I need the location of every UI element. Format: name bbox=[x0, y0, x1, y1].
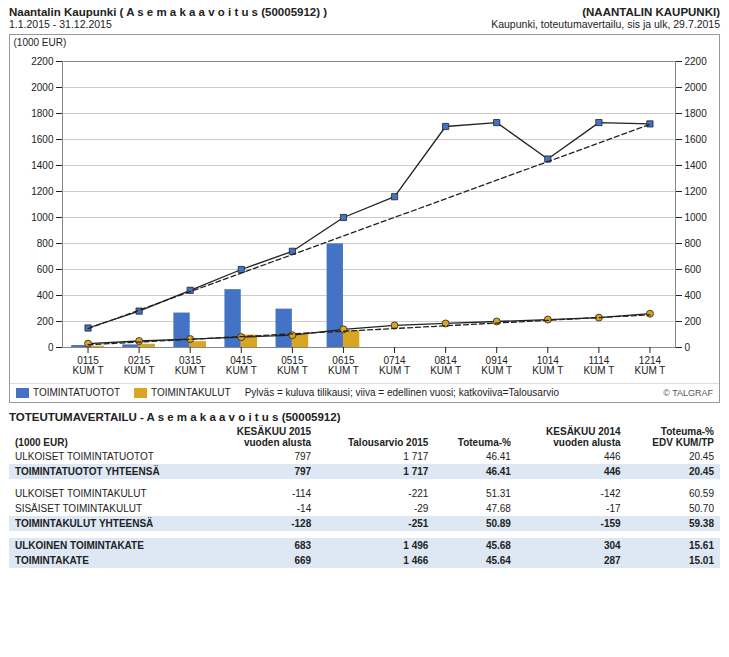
svg-text:1800: 1800 bbox=[31, 108, 54, 119]
html-text:50.70: 50.70 bbox=[689, 503, 714, 514]
html-text:Pylväs = kuluva tilikausi; vii: Pylväs = kuluva tilikausi; viiva = edell… bbox=[244, 387, 559, 398]
html-text:446: 446 bbox=[603, 451, 621, 462]
svg-text:800: 800 bbox=[37, 238, 54, 249]
html-text:45.64: 45.64 bbox=[485, 555, 511, 566]
html-text:304: 304 bbox=[603, 540, 621, 551]
svg-text:1000: 1000 bbox=[685, 212, 708, 223]
html-text:TOIMINTATUOTOT: TOIMINTATUOTOT bbox=[33, 387, 120, 398]
html-text:TOTEUTUMAVERTAILU - A s e m a: TOTEUTUMAVERTAILU - A s e m a k a a v o … bbox=[9, 411, 341, 423]
svg-text:0515KUM T: 0515KUM T bbox=[277, 355, 308, 376]
html-text:1 496: 1 496 bbox=[403, 540, 429, 551]
html-text:-29: -29 bbox=[413, 503, 429, 514]
svg-text:2000: 2000 bbox=[685, 82, 708, 93]
html-text:(NAANTALIN KAUPUNKI): (NAANTALIN KAUPUNKI) bbox=[582, 6, 720, 18]
svg-text:400: 400 bbox=[37, 290, 54, 301]
svg-text:0914KUM T: 0914KUM T bbox=[481, 355, 512, 376]
svg-text:0714KUM T: 0714KUM T bbox=[379, 355, 410, 376]
html-text:Toteuma-%: Toteuma-% bbox=[660, 426, 714, 437]
html-text:59.38: 59.38 bbox=[689, 518, 714, 529]
html-text:TOIMINTAKULUT YHTEENSÄ: TOIMINTAKULUT YHTEENSÄ bbox=[15, 518, 154, 529]
html-text:KESÄKUU 2014: KESÄKUU 2014 bbox=[546, 426, 621, 437]
html-text:KESÄKUU 2015: KESÄKUU 2015 bbox=[236, 426, 312, 437]
html-text:1.1.2015 - 31.12.2015: 1.1.2015 - 31.12.2015 bbox=[9, 18, 112, 30]
html-text:46.41: 46.41 bbox=[485, 451, 511, 462]
html-text:47.68: 47.68 bbox=[485, 503, 511, 514]
html-text:45.68: 45.68 bbox=[485, 540, 511, 551]
svg-text:800: 800 bbox=[685, 238, 702, 249]
html-text:1 717: 1 717 bbox=[403, 451, 429, 462]
html-text:Toteuma-%: Toteuma-% bbox=[457, 437, 511, 448]
html-text:EDV KUM/TP: EDV KUM/TP bbox=[652, 437, 714, 448]
svg-text:0814KUM T: 0814KUM T bbox=[430, 355, 461, 376]
html-text:46.41: 46.41 bbox=[485, 466, 511, 477]
svg-text:2000: 2000 bbox=[31, 82, 54, 93]
html-text:SISÄISET TOIMINTAKULUT: SISÄISET TOIMINTAKULUT bbox=[15, 503, 143, 514]
html-text:60.59: 60.59 bbox=[689, 488, 714, 499]
html-text:51.31: 51.31 bbox=[485, 488, 511, 499]
html-text:Naantalin Kaupunki ( A s e m a: Naantalin Kaupunki ( A s e m a k a a v o… bbox=[9, 6, 328, 18]
html-text:20.45: 20.45 bbox=[689, 466, 714, 477]
html-text:-142: -142 bbox=[600, 488, 621, 499]
html-text:1 717: 1 717 bbox=[403, 466, 429, 477]
html-text:© TALGRAF: © TALGRAF bbox=[663, 387, 713, 398]
svg-text:2200: 2200 bbox=[31, 56, 54, 67]
html-text:683: 683 bbox=[294, 540, 312, 551]
html-text:vuoden alusta: vuoden alusta bbox=[553, 437, 621, 448]
svg-text:0: 0 bbox=[48, 342, 54, 353]
html-text:Kaupunki, toteutumavertailu, s: Kaupunki, toteutumavertailu, sis ja ulk,… bbox=[491, 18, 720, 30]
svg-text:200: 200 bbox=[37, 316, 54, 327]
svg-text:1400: 1400 bbox=[31, 160, 54, 171]
html-text:-221: -221 bbox=[408, 488, 429, 499]
svg-text:1114KUM T: 1114KUM T bbox=[583, 355, 614, 376]
html-text:15.61: 15.61 bbox=[689, 540, 714, 551]
html-text:1 466: 1 466 bbox=[403, 555, 429, 566]
html-text:-251: -251 bbox=[408, 518, 429, 529]
html-text:-17: -17 bbox=[606, 503, 621, 514]
svg-text:1600: 1600 bbox=[31, 134, 54, 145]
html-text:vuoden alusta: vuoden alusta bbox=[243, 437, 312, 448]
svg-text:0115KUM T: 0115KUM T bbox=[73, 355, 104, 376]
svg-text:0315KUM T: 0315KUM T bbox=[175, 355, 206, 376]
html-text:ULKOISET TOIMINTAKULUT: ULKOISET TOIMINTAKULUT bbox=[15, 488, 147, 499]
svg-text:1400: 1400 bbox=[685, 160, 708, 171]
svg-text:1214KUM T: 1214KUM T bbox=[634, 355, 665, 376]
html-text:669: 669 bbox=[294, 555, 312, 566]
html-text:797: 797 bbox=[294, 451, 312, 462]
svg-text:(1000 EUR): (1000 EUR) bbox=[14, 37, 67, 48]
html-text:797: 797 bbox=[294, 466, 312, 477]
svg-text:1014KUM T: 1014KUM T bbox=[532, 355, 563, 376]
svg-text:1000: 1000 bbox=[31, 212, 54, 223]
svg-text:600: 600 bbox=[685, 264, 702, 275]
html-text:ULKOINEN TOIMINTAKATE: ULKOINEN TOIMINTAKATE bbox=[15, 540, 144, 551]
svg-text:200: 200 bbox=[685, 316, 702, 327]
html-text:-159: -159 bbox=[600, 518, 621, 529]
svg-text:0: 0 bbox=[685, 342, 691, 353]
html-text:Talousarvio 2015: Talousarvio 2015 bbox=[347, 437, 429, 448]
html-text:20.45: 20.45 bbox=[689, 451, 714, 462]
svg-text:0615KUM T: 0615KUM T bbox=[328, 355, 359, 376]
html-text:50.89: 50.89 bbox=[485, 518, 511, 529]
html-text:ULKOISET TOIMINTATUOTOT: ULKOISET TOIMINTATUOTOT bbox=[15, 451, 154, 462]
html-text:TOIMINTAKULUT: TOIMINTAKULUT bbox=[151, 387, 231, 398]
svg-text:2200: 2200 bbox=[685, 56, 708, 67]
html-text:-114: -114 bbox=[291, 488, 312, 499]
svg-text:1600: 1600 bbox=[685, 134, 708, 145]
svg-text:1200: 1200 bbox=[685, 186, 708, 197]
html-text:-14: -14 bbox=[296, 503, 312, 514]
html-text:-128: -128 bbox=[291, 518, 312, 529]
html-text:15.01: 15.01 bbox=[689, 555, 714, 566]
svg-text:1200: 1200 bbox=[31, 186, 54, 197]
svg-text:0215KUM T: 0215KUM T bbox=[124, 355, 155, 376]
html-text:(1000 EUR): (1000 EUR) bbox=[15, 437, 68, 448]
svg-text:1800: 1800 bbox=[685, 108, 708, 119]
svg-text:0415KUM T: 0415KUM T bbox=[226, 355, 257, 376]
svg-text:400: 400 bbox=[685, 290, 702, 301]
html-text:287: 287 bbox=[603, 555, 621, 566]
svg-text:600: 600 bbox=[37, 264, 54, 275]
html-text:446: 446 bbox=[603, 466, 621, 477]
html-text:TOIMINTATUOTOT YHTEENSÄ: TOIMINTATUOTOT YHTEENSÄ bbox=[15, 466, 160, 477]
html-text:TOIMINTAKATE: TOIMINTAKATE bbox=[15, 555, 89, 566]
